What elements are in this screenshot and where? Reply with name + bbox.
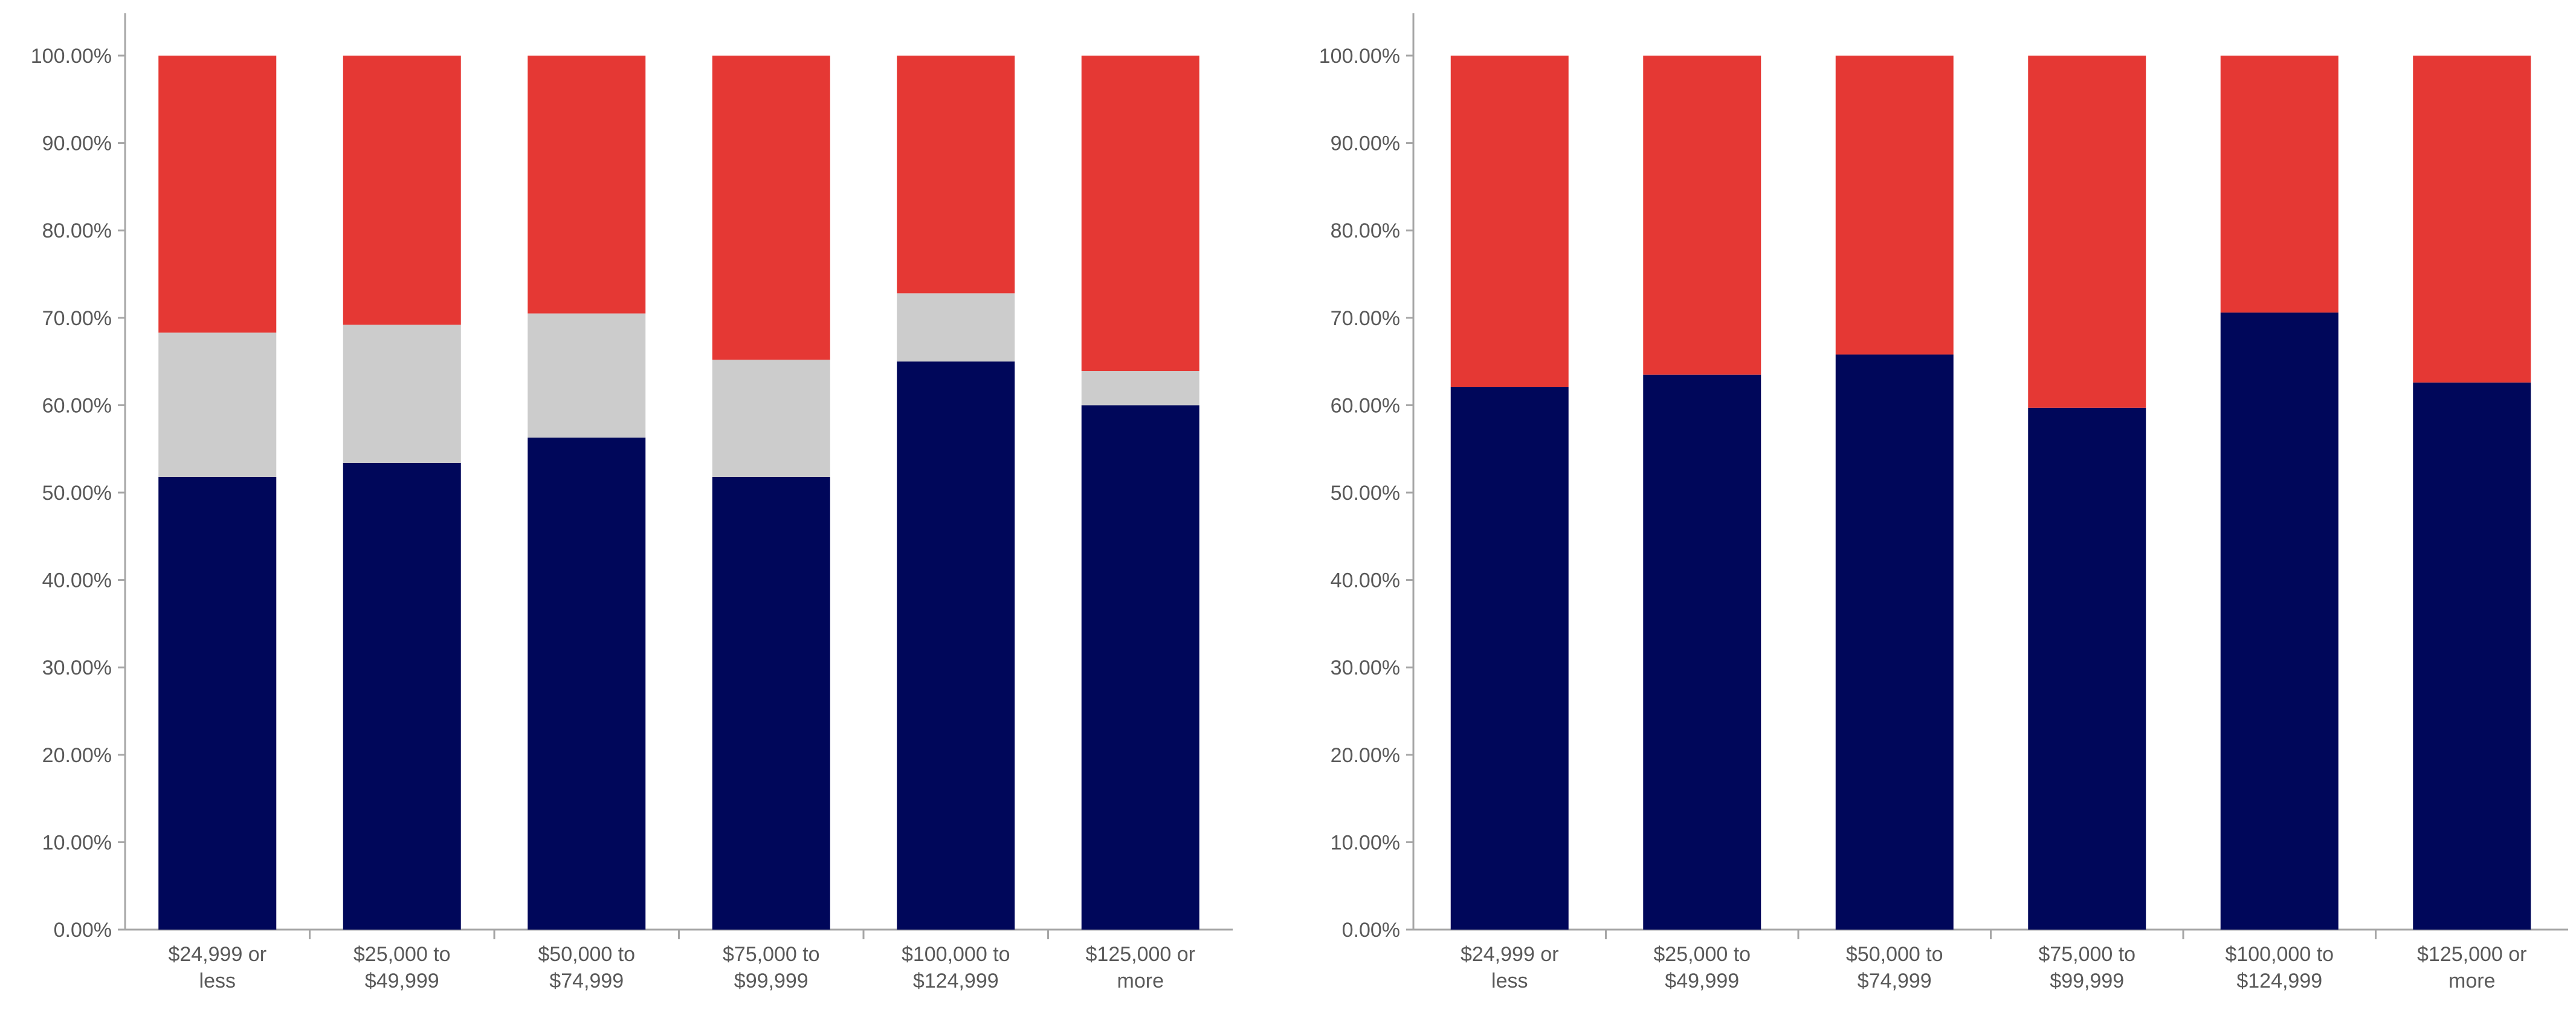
- y-tick-label: 10.00%: [1331, 831, 1400, 854]
- bar-segment-series-3: [2413, 56, 2531, 383]
- bar-segment-series-3: [528, 56, 646, 314]
- x-category-label: $125,000 or more: [2417, 943, 2527, 992]
- chart-1: 0.00% 10.00% 20.00% 30.00% 40.00% 50.00% 60.00…: [31, 13, 1233, 992]
- x-category-label: $100,000 to $124,999: [902, 943, 1010, 992]
- x-category-label: $50,000 to $74,999: [1846, 943, 1943, 992]
- bar-segment-series-3: [1643, 56, 1761, 375]
- bar-segment-series-1: [528, 437, 646, 930]
- y-tick-label: 70.00%: [1331, 307, 1400, 330]
- y-tick-label: 100.00%: [1319, 45, 1400, 68]
- y-tick-label: 90.00%: [1331, 132, 1400, 155]
- bar-segment-series-3: [1835, 56, 1954, 355]
- bar-segment-series-3: [712, 56, 830, 360]
- y-tick-label: 100.00%: [31, 45, 112, 68]
- y-tick-label: 50.00%: [42, 482, 112, 505]
- bar-segment-series-3: [158, 56, 277, 333]
- y-tick-label: 80.00%: [42, 219, 112, 242]
- bar-segment-series-1: [2220, 312, 2339, 930]
- y-tick-label: 50.00%: [1331, 482, 1400, 505]
- bar-segment-series-3: [1450, 56, 1569, 387]
- bar-segment-series-1: [1450, 387, 1569, 930]
- y-tick-label: 0.00%: [1342, 919, 1400, 942]
- y-tick-label: 0.00%: [54, 919, 112, 942]
- bar-segment-series-2: [158, 332, 277, 477]
- bar-segment-series-1: [158, 476, 277, 930]
- bar-segment-series-2: [343, 325, 461, 463]
- bar-segment-series-3: [897, 56, 1015, 294]
- y-tick-label: 40.00%: [42, 569, 112, 592]
- bar-segment-series-2: [712, 360, 830, 477]
- y-tick-label: 70.00%: [42, 307, 112, 330]
- y-tick-label: 40.00%: [1331, 569, 1400, 592]
- bar-segment-series-1: [1643, 374, 1761, 930]
- bar-segment-series-3: [2220, 56, 2339, 313]
- bar-segment-series-3: [343, 56, 461, 325]
- bar-segment-series-2: [1081, 371, 1199, 406]
- bar-segment-series-1: [897, 361, 1015, 930]
- bar-segment-series-1: [2413, 382, 2531, 930]
- y-tick-label: 80.00%: [1331, 219, 1400, 242]
- y-tick-label: 20.00%: [42, 744, 112, 767]
- bar-segment-series-1: [712, 476, 830, 930]
- x-category-label: $75,000 to $99,999: [723, 943, 820, 992]
- x-category-label: $75,000 to $99,999: [2038, 943, 2135, 992]
- bar-segment-series-3: [2028, 56, 2146, 408]
- x-category-label: $125,000 or more: [1086, 943, 1196, 992]
- bar-segment-series-1: [343, 462, 461, 930]
- y-tick-label: 30.00%: [42, 656, 112, 679]
- bar-segment-series-1: [1081, 405, 1199, 930]
- y-tick-label: 20.00%: [1331, 744, 1400, 767]
- x-category-label: $24,999 or less: [168, 943, 266, 992]
- y-tick-label: 30.00%: [1331, 656, 1400, 679]
- x-category-label: $25,000 to $49,999: [353, 943, 451, 992]
- bar-segment-series-1: [1835, 354, 1954, 930]
- y-tick-label: 90.00%: [42, 132, 112, 155]
- x-category-label: $24,999 or less: [1461, 943, 1559, 992]
- bar-segment-series-2: [528, 313, 646, 438]
- chart-2: 0.00% 10.00% 20.00% 30.00% 40.00% 50.00% 60.00…: [1319, 13, 2568, 992]
- y-tick-label: 10.00%: [42, 831, 112, 854]
- x-category-label: $50,000 to $74,999: [538, 943, 635, 992]
- x-category-label: $25,000 to $49,999: [1653, 943, 1751, 992]
- bar-segment-series-2: [897, 293, 1015, 362]
- x-category-label: $100,000 to $124,999: [2225, 943, 2334, 992]
- y-tick-label: 60.00%: [42, 394, 112, 417]
- bar-segment-series-3: [1081, 56, 1199, 372]
- y-tick-label: 60.00%: [1331, 394, 1400, 417]
- bar-segment-series-1: [2028, 407, 2146, 930]
